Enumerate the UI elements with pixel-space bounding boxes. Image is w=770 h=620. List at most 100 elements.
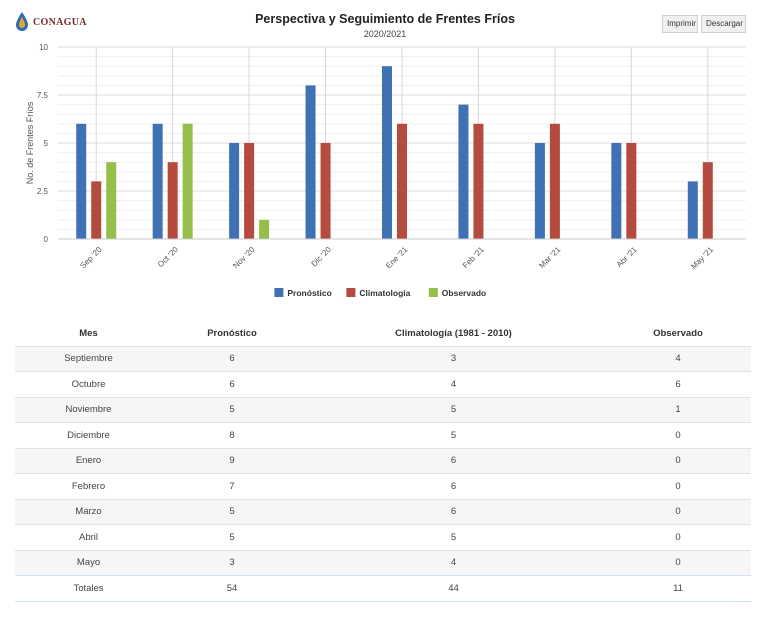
- cell-forecast: 7: [162, 473, 302, 499]
- cell-climatology: 5: [302, 396, 605, 423]
- y-tick-label: 2.5: [37, 187, 49, 196]
- cell-forecast: 3: [162, 549, 302, 576]
- bar-pronstico-1: [152, 123, 163, 239]
- cell-observed: 6: [605, 371, 751, 397]
- cell-month: Noviembre: [15, 396, 162, 423]
- cell-climatology: 3: [302, 345, 605, 372]
- table-row: Febrero 7 6 0: [15, 473, 751, 499]
- cell-forecast: 5: [162, 396, 302, 423]
- bar-climatologa-0: [91, 181, 102, 239]
- totals-row: Totales 54 44 11: [15, 575, 751, 602]
- cell-month: Septiembre: [15, 345, 162, 372]
- totals-label: Totales: [15, 575, 162, 602]
- bar-climatologa-3: [320, 143, 331, 239]
- cell-observed: 0: [605, 473, 751, 499]
- cell-climatology: 6: [302, 473, 605, 499]
- cell-observed: 0: [605, 422, 751, 448]
- totals-observed: 11: [605, 575, 751, 602]
- bar-pronstico-5: [458, 104, 469, 239]
- bar-climatologa-1: [167, 162, 178, 239]
- x-tick-label: Ene '21: [384, 245, 410, 271]
- cell-climatology: 5: [302, 524, 605, 550]
- x-tick-label: Sep '20: [78, 245, 104, 271]
- bar-observado-1: [182, 123, 193, 239]
- cell-month: Marzo: [15, 498, 162, 525]
- cell-observed: 4: [605, 345, 751, 372]
- bar-climatologa-5: [473, 123, 484, 239]
- bar-climatologa-6: [549, 123, 560, 239]
- cell-forecast: 5: [162, 524, 302, 550]
- cell-forecast: 5: [162, 498, 302, 525]
- y-tick-label: 0: [44, 235, 49, 244]
- table-row: Diciembre 8 5 0: [15, 422, 751, 448]
- legend-label: Observado: [442, 288, 486, 298]
- x-tick-label: Nov '20: [231, 245, 257, 271]
- bar-pronstico-0: [76, 123, 87, 239]
- logo-text: CONAGUA: [33, 16, 87, 28]
- bar-pronstico-6: [534, 143, 545, 239]
- header-observado: Observado: [605, 322, 751, 346]
- chart-subtitle: 2020/2021: [363, 29, 407, 39]
- table-row: Enero 9 6 0: [15, 447, 751, 474]
- x-tick-label: Oct '20: [156, 245, 180, 269]
- cell-forecast: 6: [162, 345, 302, 372]
- header-pronostico: Pronóstico: [162, 322, 302, 346]
- table-row: Noviembre 5 5 1: [15, 396, 751, 423]
- bar-pronstico-8: [687, 181, 698, 239]
- x-tick-label: May '21: [689, 245, 715, 271]
- table-header-row: Mes Pronóstico Climatología (1981 - 2010…: [15, 322, 751, 346]
- bar-climatologa-2: [244, 143, 255, 239]
- table-row: Mayo 3 4 0: [15, 549, 751, 576]
- cell-month: Abril: [15, 524, 162, 550]
- cell-observed: 0: [605, 549, 751, 576]
- cell-climatology: 4: [302, 371, 605, 397]
- header-mes: Mes: [15, 322, 162, 346]
- cell-month: Enero: [15, 447, 162, 474]
- cell-forecast: 9: [162, 447, 302, 474]
- y-tick-label: 10: [39, 43, 48, 52]
- cell-climatology: 6: [302, 498, 605, 525]
- drop-logo-icon: [16, 12, 28, 31]
- x-tick-label: Dic '20: [309, 245, 333, 269]
- cell-month: Mayo: [15, 549, 162, 576]
- x-tick-label: Abr '21: [615, 245, 640, 270]
- bar-pronstico-3: [305, 85, 316, 240]
- header: CONAGUA Perspectiva y Seguimiento de Fre…: [0, 0, 770, 44]
- header-climatologia: Climatología (1981 - 2010): [302, 322, 605, 346]
- legend-swatch: [274, 288, 284, 297]
- cell-forecast: 6: [162, 371, 302, 397]
- cell-climatology: 4: [302, 549, 605, 576]
- bar-climatologa-7: [626, 143, 637, 239]
- chart-title: Perspectiva y Seguimiento de Frentes Frí…: [255, 12, 515, 26]
- legend-swatch: [428, 288, 438, 297]
- legend-label: Climatología: [359, 288, 410, 298]
- y-axis-title: No. de Frentes Fríos: [25, 101, 35, 184]
- bar-observado-0: [106, 162, 117, 239]
- download-button[interactable]: Descargar: [701, 15, 746, 33]
- cell-observed: 1: [605, 396, 751, 423]
- bar-climatologa-4: [397, 123, 407, 239]
- table-row: Septiembre 6 3 4: [15, 345, 751, 372]
- print-button[interactable]: Imprimir: [662, 15, 698, 33]
- conagua-logo: CONAGUA: [14, 10, 94, 34]
- x-tick-label: Mar '21: [537, 245, 562, 270]
- legend-swatch: [346, 288, 356, 297]
- y-tick-label: 7.5: [37, 91, 49, 100]
- totals-climatology: 44: [302, 575, 605, 602]
- cell-climatology: 5: [302, 422, 605, 448]
- table-row: Abril 5 5 0: [15, 524, 751, 550]
- legend-label: Pronóstico: [287, 288, 331, 298]
- cell-month: Octubre: [15, 371, 162, 397]
- totals-forecast: 54: [162, 575, 302, 602]
- table-row: Octubre 6 4 6: [15, 371, 751, 397]
- cell-observed: 0: [605, 447, 751, 474]
- table-row: Marzo 5 6 0: [15, 498, 751, 525]
- cell-month: Diciembre: [15, 422, 162, 448]
- bar-observado-2: [259, 219, 270, 239]
- bar-climatologa-8: [702, 162, 713, 239]
- x-tick-label: Feb '21: [461, 245, 486, 270]
- bar-pronstico-7: [611, 143, 622, 239]
- cell-observed: 0: [605, 498, 751, 525]
- bar-chart: 0 2.5 5 7.5 10 No. de Frentes Fríos Sep '20 Oct…: [25, 43, 746, 298]
- bar-pronstico-2: [229, 143, 240, 239]
